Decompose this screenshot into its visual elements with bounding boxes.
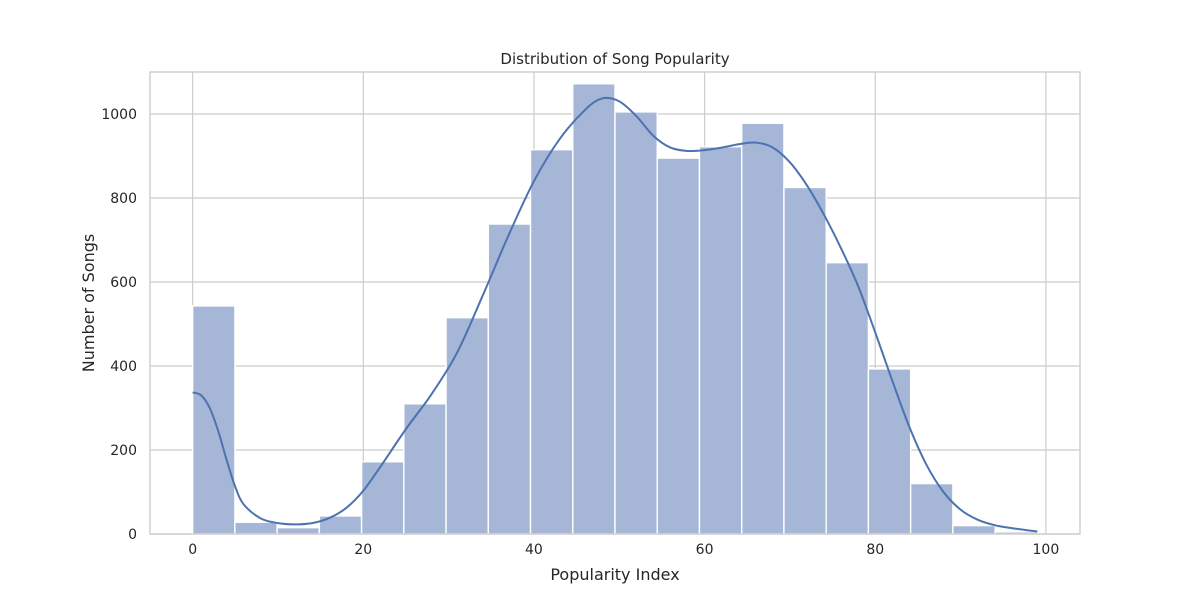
histogram-bar — [741, 122, 785, 535]
x-tick-label: 100 — [1033, 542, 1060, 558]
y-tick-label: 400 — [110, 359, 137, 375]
y-tick-label: 600 — [110, 275, 137, 291]
histogram-bar — [698, 146, 743, 535]
histogram-bar — [276, 527, 321, 535]
histogram-bar — [825, 261, 870, 535]
histogram-bar — [529, 148, 574, 535]
histogram-bar — [487, 223, 532, 535]
kde-curve — [192, 96, 1038, 533]
y-axis-label: Number of Songs — [79, 234, 98, 372]
y-tick-label: 0 — [128, 527, 137, 543]
histogram-bar — [952, 524, 996, 535]
plot-frame — [149, 71, 1081, 535]
kde-curve-group — [192, 96, 1038, 533]
histogram-bar — [360, 461, 405, 535]
histogram-bar — [234, 521, 278, 535]
histogram-bar — [614, 111, 658, 535]
histogram-bar — [783, 186, 827, 535]
histogram-bars — [191, 83, 1039, 535]
x-tick-label: 80 — [866, 542, 884, 558]
y-tick-label: 800 — [110, 191, 137, 207]
histogram-bar — [909, 482, 954, 535]
histogram-bar — [445, 317, 489, 535]
x-tick-label: 60 — [696, 542, 714, 558]
y-axis-ticks: 0 200 400 600 800 1000 — [101, 107, 137, 543]
x-tick-label: 40 — [525, 542, 543, 558]
chart-title: Distribution of Song Popularity — [500, 50, 729, 68]
histogram-bar — [867, 368, 912, 535]
y-tick-label: 200 — [110, 443, 137, 459]
histogram-bar — [572, 83, 616, 535]
x-tick-label: 0 — [188, 542, 197, 558]
histogram-bar — [656, 157, 701, 535]
x-tick-label: 20 — [354, 542, 372, 558]
x-axis-ticks: 0 20 40 60 80 100 — [188, 542, 1059, 558]
y-tick-label: 1000 — [101, 107, 137, 123]
x-axis-label: Popularity Index — [550, 565, 679, 584]
